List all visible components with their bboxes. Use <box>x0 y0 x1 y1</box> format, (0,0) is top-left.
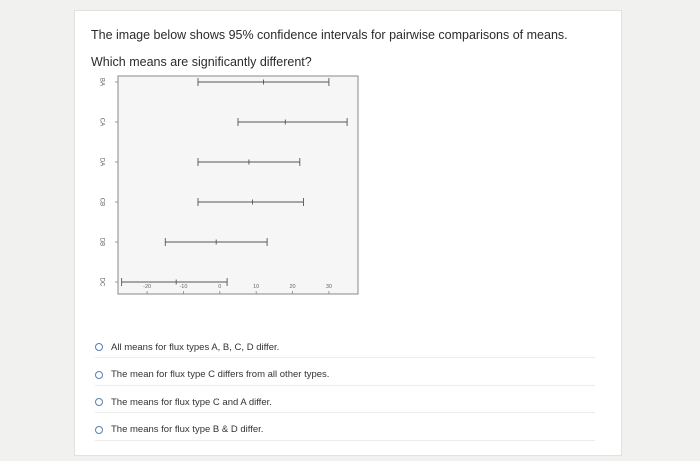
y-category-label: DC <box>98 278 104 287</box>
radio-button[interactable] <box>95 343 103 351</box>
option-label: The means for flux type B & D differ. <box>111 424 264 435</box>
x-tick-label: 30 <box>326 284 332 290</box>
y-category-label: DA <box>98 158 104 166</box>
interval-db <box>164 238 268 246</box>
radio-button[interactable] <box>95 425 103 434</box>
x-tick-label: 20 <box>289 284 295 290</box>
answer-options: All means for flux types A, B, C, D diff… <box>95 337 595 447</box>
plot-area <box>117 75 359 295</box>
option-c-and-a-differ[interactable]: The means for flux type C and A differ. <box>95 392 595 413</box>
option-label: All means for flux types A, B, C, D diff… <box>111 341 280 353</box>
option-b-and-d-differ[interactable]: The means for flux type B & D differ. <box>95 420 595 441</box>
x-tick-label: 0 <box>218 284 221 290</box>
y-category-label: BA <box>98 78 104 86</box>
option-c-differs-from-all[interactable]: The mean for flux type C differs from al… <box>95 365 595 386</box>
option-all-differ[interactable]: All means for flux types A, B, C, D diff… <box>95 337 595 358</box>
x-tick-label: -10 <box>179 284 187 290</box>
interval-da <box>197 158 301 166</box>
radio-button[interactable] <box>95 370 103 379</box>
radio-button[interactable] <box>95 398 103 406</box>
interval-cb <box>197 198 304 206</box>
x-tick-label: -20 <box>143 284 151 290</box>
option-label: The means for flux type C and A differ. <box>111 396 272 408</box>
question-text-line2: Which means are significantly different? <box>91 55 312 69</box>
y-category-label: DB <box>98 238 104 246</box>
x-tick-label: 10 <box>253 284 259 290</box>
interval-dc <box>121 278 228 286</box>
confidence-interval-chart: BA CA DA CB DB DC -20 -10 0 10 20 30 <box>98 75 359 295</box>
question-text-line1: The image below shows 95% confidence int… <box>91 28 568 42</box>
option-label: The mean for flux type C differs from al… <box>111 369 330 380</box>
interval-ca <box>237 118 348 126</box>
interval-ba <box>197 78 330 86</box>
y-category-label: CB <box>98 198 104 206</box>
y-category-label: CA <box>98 118 104 126</box>
